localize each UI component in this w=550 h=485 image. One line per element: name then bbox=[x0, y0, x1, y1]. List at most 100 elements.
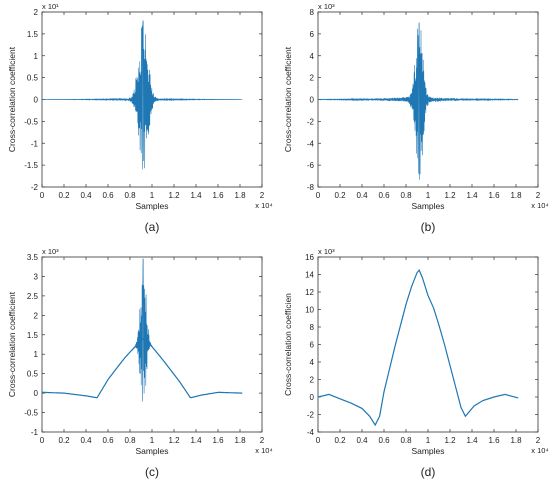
chart-panel-a: 0 0.2 0.4 0.6 0.8 1 1.2 1.4 1.6 1.8 2 -2 -1.5 -1 -0.5 0… bbox=[7, 2, 273, 234]
x-tick-label: 1 bbox=[150, 436, 155, 445]
y-multiplier: x 10¹ bbox=[42, 2, 59, 11]
x-tick-label: 1.2 bbox=[168, 436, 180, 445]
panel-caption: (c) bbox=[145, 465, 159, 479]
x-tick-label: 0.6 bbox=[102, 191, 114, 200]
x-tick-label: 1.4 bbox=[466, 191, 478, 200]
x-tick-label: 2 bbox=[536, 191, 541, 200]
panel-caption: (b) bbox=[421, 220, 436, 234]
y-tick-label: 0.5 bbox=[27, 74, 39, 83]
y-tick-label: 16 bbox=[305, 253, 314, 262]
y-axis-label: Cross-correlation coefficient bbox=[7, 46, 17, 152]
x-tick-label: 1.2 bbox=[444, 436, 456, 445]
y-tick-label: -2 bbox=[307, 117, 315, 126]
x-tick-label: 0 bbox=[316, 436, 321, 445]
x-tick-label: 1.6 bbox=[488, 436, 500, 445]
series-line bbox=[317, 22, 519, 180]
y-tick-label: -4 bbox=[307, 428, 315, 437]
y-tick-label: 0 bbox=[34, 389, 39, 398]
panel-caption: (d) bbox=[421, 465, 436, 479]
x-tick-label: 0.2 bbox=[334, 436, 346, 445]
y-tick-label: 6 bbox=[310, 30, 315, 39]
x-tick-label: 0.8 bbox=[124, 436, 136, 445]
x-tick-label: 0.4 bbox=[80, 191, 92, 200]
x-tick-label: 0.2 bbox=[58, 436, 70, 445]
y-tick-label: -0.5 bbox=[24, 409, 38, 418]
x-tick-label: 0.4 bbox=[80, 436, 92, 445]
x-tick-label: 0.2 bbox=[334, 191, 346, 200]
y-tick-label: 8 bbox=[310, 323, 315, 332]
chart-panel-d: 0 0.2 0.4 0.6 0.8 1 1.2 1.4 1.6 1.8 2 -4 -2 0 2 4 6 8 10 12… bbox=[283, 247, 549, 479]
x-tick-label: 1.6 bbox=[488, 191, 500, 200]
x-axis-label: Samples bbox=[135, 201, 168, 211]
chart-panel-b: 0 0.2 0.4 0.6 0.8 1 1.2 1.4 1.6 1.8 2 -8 -6 -4 -2 0 2 4 6 8… bbox=[283, 2, 549, 234]
series-line bbox=[42, 258, 243, 402]
series-line bbox=[317, 268, 519, 427]
x-tick-label: 1.4 bbox=[466, 436, 478, 445]
x-multiplier: x 10⁴ bbox=[255, 201, 272, 210]
x-tick-label: 0.8 bbox=[400, 436, 412, 445]
y-tick-label: -1 bbox=[31, 428, 39, 437]
x-tick-label: 1.8 bbox=[510, 191, 522, 200]
x-tick-label: 1 bbox=[426, 436, 431, 445]
y-multiplier: x 10³ bbox=[318, 247, 335, 256]
x-axis-label: Samples bbox=[411, 446, 444, 456]
y-tick-label: -2 bbox=[307, 411, 315, 420]
x-tick-label: 0.6 bbox=[378, 436, 390, 445]
x-tick-label: 0.8 bbox=[400, 191, 412, 200]
x-tick-label: 1 bbox=[150, 191, 155, 200]
y-tick-label: 4 bbox=[310, 52, 315, 61]
x-tick-label: 2 bbox=[260, 191, 265, 200]
y-tick-label: 14 bbox=[305, 271, 314, 280]
x-tick-label: 2 bbox=[536, 436, 541, 445]
y-tick-label: 0 bbox=[310, 96, 315, 105]
x-tick-label: 0 bbox=[40, 436, 45, 445]
x-tick-label: 1.2 bbox=[444, 191, 456, 200]
series-line bbox=[41, 20, 243, 170]
y-tick-label: 2 bbox=[34, 8, 39, 17]
chart-panel-c: 0 0.2 0.4 0.6 0.8 1 1.2 1.4 1.6 1.8 2 -1 -0.5 0 0.5 1 1.… bbox=[7, 247, 273, 479]
y-tick-label: 1.5 bbox=[27, 331, 39, 340]
y-multiplier: x 10³ bbox=[318, 2, 335, 11]
x-axis-label: Samples bbox=[135, 446, 168, 456]
x-multiplier: x 10⁴ bbox=[531, 201, 548, 210]
y-tick-label: 0.5 bbox=[27, 370, 39, 379]
x-tick-label: 0.6 bbox=[378, 191, 390, 200]
y-tick-label: -4 bbox=[307, 139, 315, 148]
y-multiplier: x 10³ bbox=[42, 247, 59, 256]
x-multiplier: x 10⁴ bbox=[255, 446, 272, 455]
y-tick-label: 2 bbox=[310, 74, 315, 83]
x-tick-label: 2 bbox=[260, 436, 265, 445]
y-tick-label: -8 bbox=[307, 183, 315, 192]
y-tick-label: -6 bbox=[307, 161, 315, 170]
y-tick-label: 2.5 bbox=[27, 292, 39, 301]
x-tick-label: 1.6 bbox=[212, 191, 224, 200]
x-tick-label: 1.8 bbox=[510, 436, 522, 445]
x-tick-label: 1.8 bbox=[234, 191, 246, 200]
y-tick-label: 3.5 bbox=[27, 253, 39, 262]
y-axis-label: Cross-correlation coefficien bbox=[283, 293, 293, 396]
x-tick-label: 1.4 bbox=[190, 436, 202, 445]
y-axis-label: Cross-correlation coefficient bbox=[283, 46, 293, 152]
x-tick-label: 1.8 bbox=[234, 436, 246, 445]
x-tick-label: 0.8 bbox=[124, 191, 136, 200]
x-axis-label: Samples bbox=[411, 201, 444, 211]
x-multiplier: x 10⁴ bbox=[531, 446, 548, 455]
y-tick-label: 2 bbox=[34, 311, 39, 320]
y-tick-label: 10 bbox=[305, 306, 314, 315]
x-tick-label: 0.6 bbox=[102, 436, 114, 445]
y-tick-label: 0 bbox=[34, 96, 39, 105]
x-tick-label: 0 bbox=[316, 191, 321, 200]
x-tick-label: 0.4 bbox=[356, 191, 368, 200]
y-tick-label: -2 bbox=[31, 183, 39, 192]
y-tick-label: 12 bbox=[305, 288, 314, 297]
x-tick-label: 0 bbox=[40, 191, 45, 200]
series-envelope bbox=[41, 338, 243, 399]
y-tick-label: -1 bbox=[31, 139, 39, 148]
y-tick-label: 1 bbox=[34, 350, 39, 359]
x-tick-label: 1.6 bbox=[212, 436, 224, 445]
y-tick-label: -0.5 bbox=[24, 117, 38, 126]
x-tick-label: 1.4 bbox=[190, 191, 202, 200]
y-tick-label: 8 bbox=[310, 8, 315, 17]
y-tick-label: 3 bbox=[34, 272, 39, 281]
